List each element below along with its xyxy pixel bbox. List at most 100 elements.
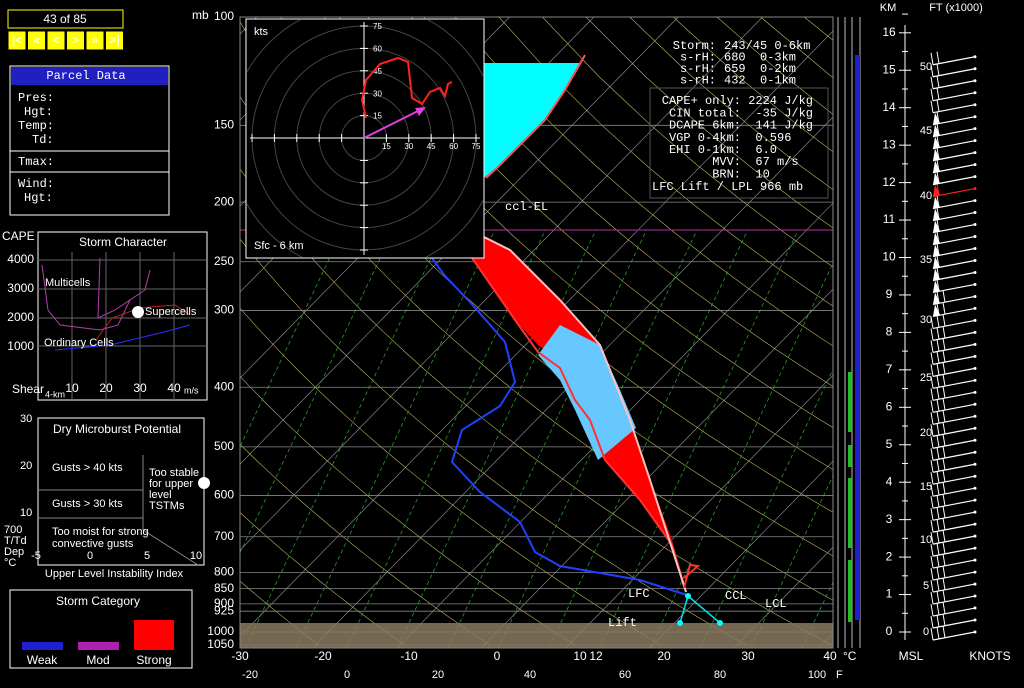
km-tick-label: 3 — [886, 512, 893, 526]
isotherm — [240, 17, 763, 551]
wind-barb — [942, 577, 946, 590]
wind-dot — [973, 498, 977, 502]
region-label: for upper — [149, 478, 193, 490]
wind-staff — [932, 379, 976, 389]
category-label: Strong — [136, 653, 171, 667]
stats: Storm: 243/45 0-6km s-rH: 680 0-3km s-rH: 659… — [662, 39, 813, 181]
nav-button[interactable] — [66, 30, 85, 51]
wind-dot — [973, 426, 977, 430]
parcel-header — [11, 67, 168, 85]
region-label: level — [149, 489, 172, 501]
wind-dot — [973, 330, 977, 334]
nav-button[interactable] — [105, 30, 124, 51]
pressure-label: 100 — [214, 9, 234, 23]
isotherm — [240, 17, 679, 465]
y-tick-label: 30 — [20, 413, 32, 425]
wind-barb — [942, 589, 946, 602]
temp-c-label: -10 — [400, 649, 418, 663]
wind-barb — [942, 505, 946, 519]
storm-motion — [363, 109, 421, 139]
y-label: 700 — [4, 524, 22, 536]
wind-barb — [930, 328, 934, 341]
wind-staff — [932, 487, 976, 497]
temp-f-label: 100 — [808, 669, 826, 681]
microburst-box — [37, 417, 205, 566]
wind-dot — [973, 151, 977, 155]
wind-barb — [930, 424, 934, 437]
strong-swatch — [134, 620, 174, 650]
wind-barb — [942, 374, 946, 387]
wind-barb — [936, 447, 940, 460]
y-tick-label: 3000 — [7, 281, 34, 295]
wind-dot — [973, 594, 977, 598]
wind-staff — [932, 283, 976, 294]
parcel-profile — [469, 229, 687, 593]
wind-barb — [930, 352, 934, 365]
wind-barb — [942, 493, 946, 507]
wind-barb — [936, 327, 940, 340]
nav-button[interactable] — [46, 30, 66, 51]
mod-swatch — [78, 642, 119, 650]
stat-label: CIN total: — [669, 106, 741, 120]
wind-barb — [936, 243, 940, 256]
wind-staff — [932, 415, 976, 425]
nav-button[interactable] — [7, 30, 27, 51]
level-label: LFC — [628, 587, 650, 601]
wind-dot — [973, 450, 977, 454]
hodograph-v-tick: 75 — [373, 22, 382, 31]
wind-dot — [973, 558, 977, 562]
km-tick-label: 14 — [882, 100, 896, 114]
nav-button[interactable] — [27, 30, 46, 51]
wind-staff — [932, 259, 976, 270]
wind-dot — [973, 618, 977, 622]
wind-barb — [930, 508, 934, 521]
parcel-box — [9, 65, 170, 216]
wind-barb — [936, 435, 940, 448]
ft-label: FT (x1000) — [929, 2, 983, 14]
ft-tick-label: 25 — [920, 372, 932, 384]
storm-character-point — [132, 306, 144, 318]
temp-f-label: 60 — [619, 669, 631, 681]
wind-barb — [936, 123, 940, 136]
wind-staff — [932, 595, 976, 605]
y-label: °C — [4, 557, 16, 569]
wind-barb — [942, 350, 946, 363]
category-label: Weak — [27, 653, 58, 667]
x-tick-label: 10 — [190, 550, 202, 562]
wind-dot — [973, 606, 977, 610]
wind-barb — [930, 412, 934, 425]
mixing-ratio — [700, 368, 833, 648]
weak-swatch — [22, 642, 63, 650]
stat-value: 680 0-3km — [724, 51, 796, 65]
wind-barb — [942, 421, 946, 435]
stat-value: 67 m/s — [741, 155, 799, 169]
stat-label: EHI 0-1km: — [669, 143, 741, 157]
ft-tick-label: 5 — [923, 580, 929, 592]
lfc-marker — [685, 593, 691, 599]
y-label: Dep — [4, 546, 24, 558]
temp-f-label: 80 — [714, 669, 726, 681]
wind-staff — [932, 403, 976, 413]
x-tick-label: 20 — [99, 381, 113, 395]
wind-dot — [973, 127, 977, 131]
km-tick-label: 9 — [886, 287, 893, 301]
wind-barb — [930, 376, 934, 389]
wind-barb — [936, 375, 940, 388]
wind-barb — [942, 326, 946, 339]
pressure-label: 200 — [214, 194, 234, 208]
shear-unit: m/s — [184, 385, 199, 395]
wind-dot — [973, 163, 977, 167]
wind-dot — [973, 223, 977, 227]
microburst-title: Dry Microburst Potential — [53, 422, 181, 436]
wind-barb — [936, 111, 940, 124]
wind-dot — [973, 534, 977, 538]
ft-tick-label: 30 — [920, 314, 932, 326]
nav-button[interactable] — [85, 30, 105, 51]
wind-dot — [973, 67, 977, 71]
wind-staff — [932, 463, 976, 473]
wind-staff — [932, 128, 976, 138]
wind-barb — [942, 529, 946, 543]
wind-barb — [936, 506, 940, 520]
